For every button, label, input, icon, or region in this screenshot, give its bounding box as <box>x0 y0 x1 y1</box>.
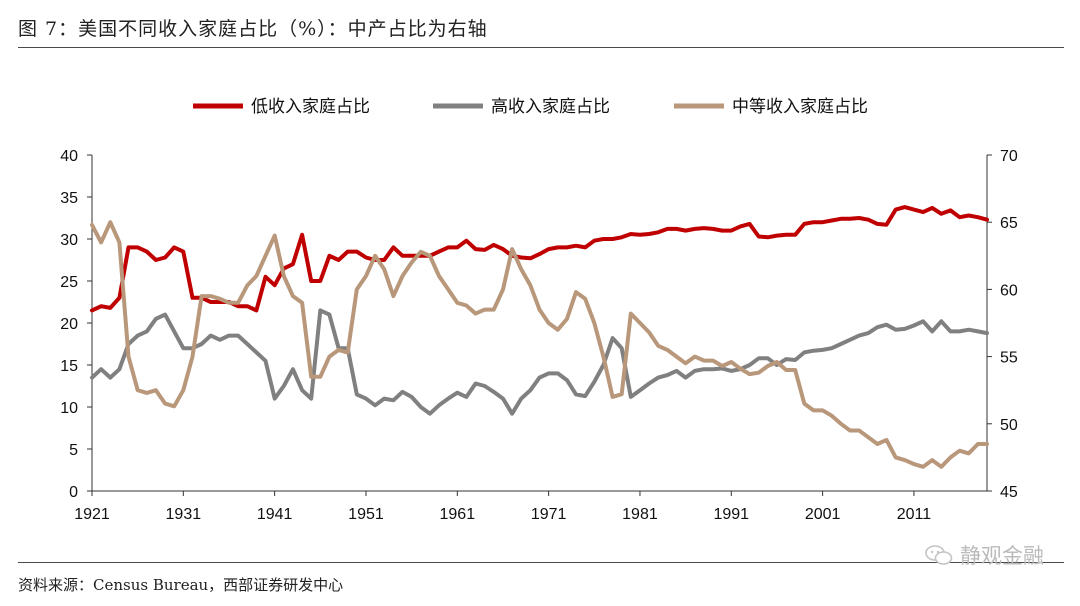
y-left-tick-label: 10 <box>60 400 78 417</box>
y-right-tick-label: 55 <box>1000 350 1018 367</box>
y-right-tick-label: 65 <box>1000 215 1018 232</box>
x-tick-label: 2001 <box>805 506 841 523</box>
wechat-icon <box>925 545 953 565</box>
low-income-legend-label: 低收入家庭占比 <box>251 97 370 117</box>
high-income-share-line <box>90 308 989 416</box>
y-left-tick-label: 5 <box>69 442 78 459</box>
source-note: 资料来源：Census Bureau，西部证券研发中心 <box>18 576 344 594</box>
x-tick-label: 1951 <box>348 506 384 523</box>
y-right-tick-label: 60 <box>1000 282 1018 299</box>
watermark-text: 静观金融 <box>960 544 1044 568</box>
middle-income-share-line <box>90 220 989 469</box>
x-tick-label: 1971 <box>531 506 567 523</box>
x-tick-label: 1991 <box>713 506 749 523</box>
x-tick-label: 1961 <box>440 506 476 523</box>
watermark: 静观金融 <box>924 540 1044 570</box>
y-left-tick-label: 40 <box>60 148 78 165</box>
high-income-legend-label: 高收入家庭占比 <box>491 97 610 117</box>
x-tick-label: 1981 <box>622 506 658 523</box>
x-tick-label: 2011 <box>897 506 932 523</box>
chart-series <box>90 205 989 469</box>
chart-legend: 低收入家庭占比 高收入家庭占比 中等收入家庭占比 <box>193 97 868 117</box>
y-left-tick-label: 20 <box>60 316 78 333</box>
income-share-chart: 低收入家庭占比 高收入家庭占比 中等收入家庭占比 0 5 10 15 20 25 30 35 40 4… <box>60 97 1018 523</box>
y-left-tick-label: 15 <box>60 358 78 375</box>
y-left-tick-label: 0 <box>69 484 78 501</box>
chart-axes: 0 5 10 15 20 25 30 35 40 45 50 55 60 65 70 1921 1931 1941… <box>60 148 1018 523</box>
y-right-tick-label: 45 <box>1000 484 1018 501</box>
x-tick-label: 1921 <box>74 506 110 523</box>
title-divider <box>18 47 1064 48</box>
y-left-tick-label: 25 <box>60 274 78 291</box>
x-tick-label: 1941 <box>257 506 293 523</box>
page-title: 图 7：美国不同收入家庭占比（%）：中产占比为右轴 <box>18 18 488 40</box>
footer-divider <box>18 562 1064 563</box>
y-right-tick-label: 70 <box>1000 148 1018 165</box>
y-left-tick-label: 30 <box>60 232 78 249</box>
y-right-tick-label: 50 <box>1000 417 1018 434</box>
middle-income-legend-label: 中等收入家庭占比 <box>732 97 868 117</box>
x-tick-label: 1931 <box>166 506 202 523</box>
y-left-tick-label: 35 <box>60 190 78 207</box>
low-income-share-line <box>90 205 989 313</box>
